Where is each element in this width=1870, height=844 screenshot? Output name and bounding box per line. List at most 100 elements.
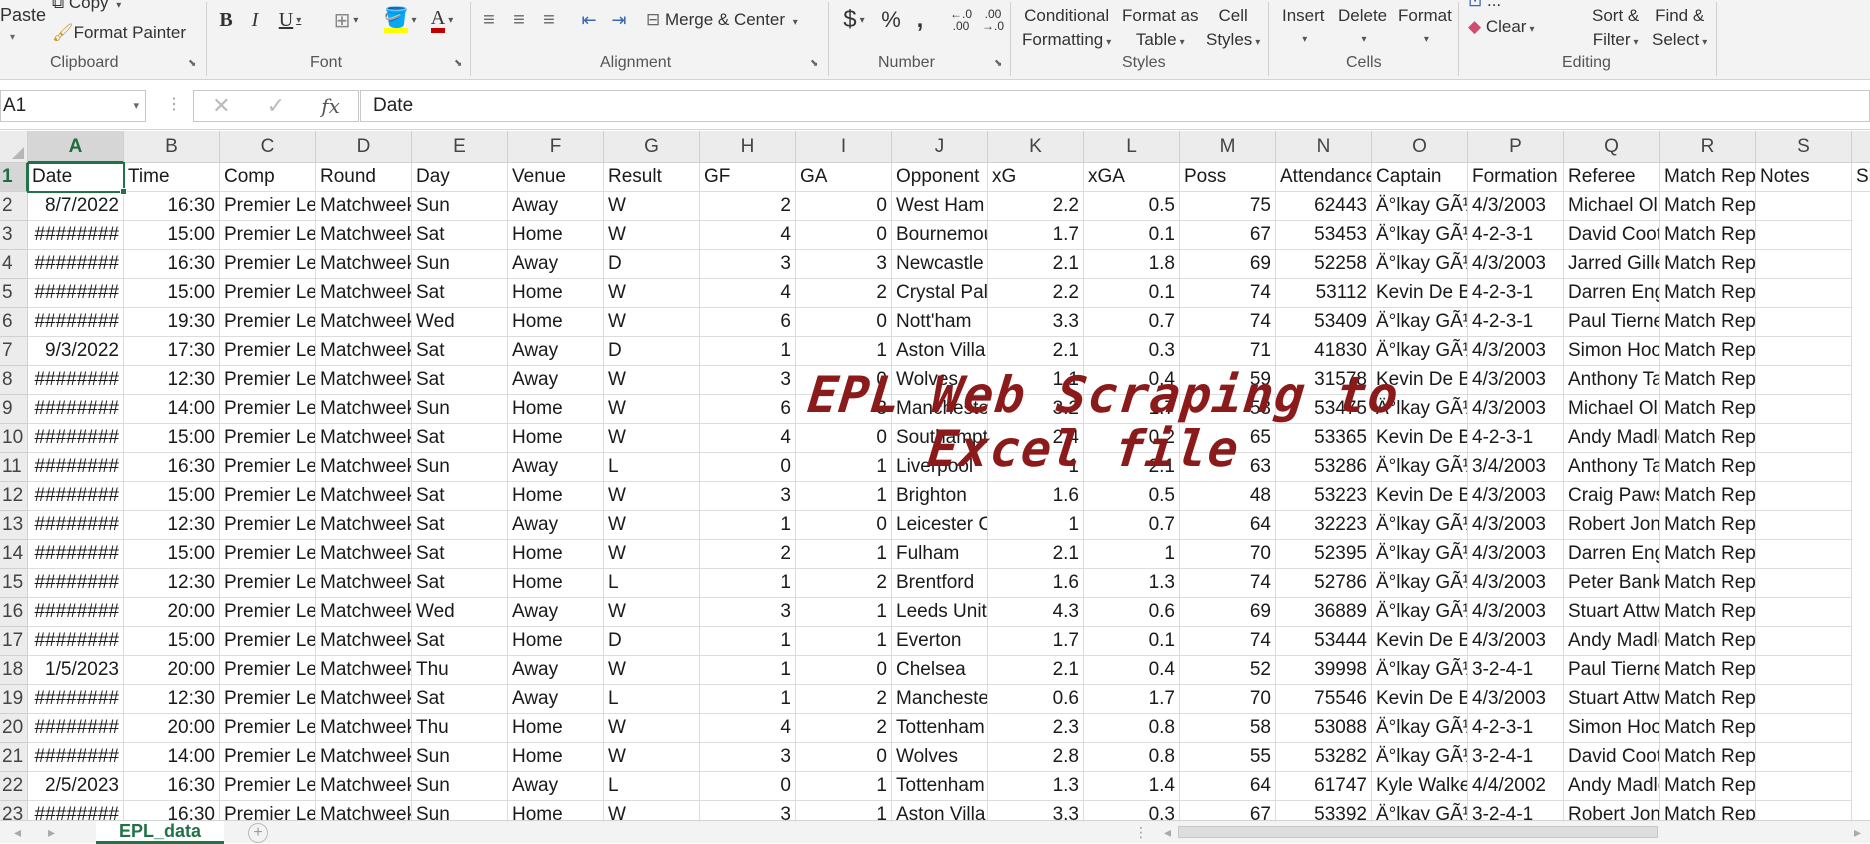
table-cell[interactable]: Andy Madley [1564,772,1660,801]
increase-indent-icon[interactable]: ⇥ [611,9,627,30]
column-header-l[interactable]: L [1084,131,1180,163]
table-cell[interactable]: 6 [700,395,796,424]
table-cell[interactable]: 0.5 [1084,192,1180,221]
table-cell[interactable]: Home [508,482,604,511]
table-cell[interactable]: 70 [1180,540,1276,569]
table-cell[interactable]: Tottenham [892,772,988,801]
header-cell[interactable]: Attendance [1276,163,1372,192]
table-cell[interactable]: Peter Bankes [1564,569,1660,598]
table-cell[interactable]: 75546 [1276,685,1372,714]
table-cell[interactable]: Home [508,801,604,821]
table-cell[interactable]: W [604,192,700,221]
scroll-right-icon[interactable]: ▸ [48,824,56,840]
row-header[interactable]: 15 [0,569,28,598]
table-cell[interactable]: 1 [988,511,1084,540]
table-cell[interactable]: Match Report [1660,192,1756,221]
format-button[interactable]: Format ▾ [1398,6,1452,45]
table-cell[interactable]: 52786 [1276,569,1372,598]
table-cell[interactable]: 4-2-3-1 [1468,308,1564,337]
table-cell[interactable]: 2.3 [988,714,1084,743]
table-cell[interactable]: Kevin De Bruyne [1372,482,1468,511]
table-cell[interactable]: Match Report [1660,511,1756,540]
autosum-icon[interactable]: ⊡ ... [1468,0,1502,10]
table-cell[interactable]: Match Report [1660,656,1756,685]
table-cell[interactable]: 70 [1180,685,1276,714]
table-cell[interactable]: 0 [796,221,892,250]
table-cell[interactable]: 31578 [1276,366,1372,395]
table-cell[interactable]: 16:30 [124,772,220,801]
table-cell[interactable]: 0 [796,656,892,685]
table-cell[interactable] [1756,801,1852,821]
table-cell[interactable] [1756,714,1852,743]
table-cell[interactable]: Sat [412,482,508,511]
row-header[interactable]: 12 [0,482,28,511]
table-cell[interactable] [1756,424,1852,453]
column-header-s[interactable]: S [1756,131,1852,163]
row-header[interactable]: 2 [0,192,28,221]
table-cell[interactable]: 3.3 [988,308,1084,337]
table-cell[interactable]: Paul Tierney [1564,656,1660,685]
table-cell[interactable]: 0.1 [1084,221,1180,250]
table-cell[interactable]: 53112 [1276,279,1372,308]
table-cell[interactable]: 1.7 [1084,685,1180,714]
table-cell[interactable]: 15:00 [124,482,220,511]
column-header-e[interactable]: E [412,131,508,163]
table-cell[interactable]: Jarred Gillett [1564,250,1660,279]
table-cell[interactable]: Home [508,424,604,453]
table-cell[interactable]: David Coote [1564,221,1660,250]
table-cell[interactable]: Ä°lkay GÃ¼ndoÄŸan [1372,511,1468,540]
table-cell[interactable]: Away [508,337,604,366]
table-cell[interactable]: 4/3/2003 [1468,511,1564,540]
column-header-b[interactable]: B [124,131,220,163]
percent-style-button[interactable]: % [881,7,901,32]
column-header-c[interactable]: C [220,131,316,163]
table-cell[interactable] [1756,598,1852,627]
scrollbar-thumb[interactable] [1178,826,1658,838]
table-cell[interactable] [1756,279,1852,308]
table-cell[interactable]: 3/4/2003 [1468,453,1564,482]
table-cell[interactable]: Sun [412,801,508,821]
table-cell[interactable]: Away [508,772,604,801]
table-cell[interactable]: Matchweek [316,279,412,308]
table-cell[interactable]: Ä°lkay GÃ¼ndoÄŸan [1372,714,1468,743]
table-cell[interactable]: 52258 [1276,250,1372,279]
table-cell[interactable]: 36889 [1276,598,1372,627]
table-cell[interactable]: Premier League [220,511,316,540]
table-cell[interactable]: 0 [796,366,892,395]
table-cell[interactable]: Liverpool [892,453,988,482]
table-cell[interactable]: Everton [892,627,988,656]
table-cell[interactable]: Match Report [1660,685,1756,714]
column-header-m[interactable]: M [1180,131,1276,163]
table-cell[interactable]: 0.7 [1084,511,1180,540]
table-cell[interactable]: ######## [28,395,124,424]
select-all-corner[interactable] [0,131,28,163]
table-cell[interactable]: Sat [412,540,508,569]
table-cell[interactable]: 52 [1180,656,1276,685]
table-cell[interactable]: Premier League [220,685,316,714]
add-sheet-icon[interactable]: + [248,823,268,843]
table-cell[interactable]: 1.7 [1084,395,1180,424]
table-cell[interactable]: Away [508,685,604,714]
formula-input[interactable]: Date [360,90,1870,122]
table-cell[interactable]: Matchweek [316,192,412,221]
table-cell[interactable]: ######## [28,685,124,714]
table-cell[interactable]: 0.3 [1084,801,1180,821]
table-cell[interactable]: Aston Villa [892,801,988,821]
table-cell[interactable]: 1 [700,685,796,714]
table-cell[interactable]: Sat [412,685,508,714]
table-cell[interactable]: 3.3 [988,801,1084,821]
table-cell[interactable]: Sat [412,366,508,395]
table-cell[interactable] [1756,453,1852,482]
table-cell[interactable]: Away [508,656,604,685]
table-cell[interactable]: Match Report [1660,569,1756,598]
table-cell[interactable]: 4/3/2003 [1468,250,1564,279]
font-launcher-icon[interactable]: ⬊ [454,58,463,69]
align-center-icon[interactable]: ≡ [513,8,525,31]
table-cell[interactable]: 75 [1180,192,1276,221]
table-cell[interactable] [1756,656,1852,685]
decrease-indent-icon[interactable]: ⇤ [581,9,597,30]
table-cell[interactable]: 2 [796,714,892,743]
cell-styles-button[interactable]: Cell Styles ▾ [1206,6,1261,49]
find-select-button[interactable]: Find & Select ▾ [1652,6,1708,49]
table-cell[interactable]: ######## [28,627,124,656]
